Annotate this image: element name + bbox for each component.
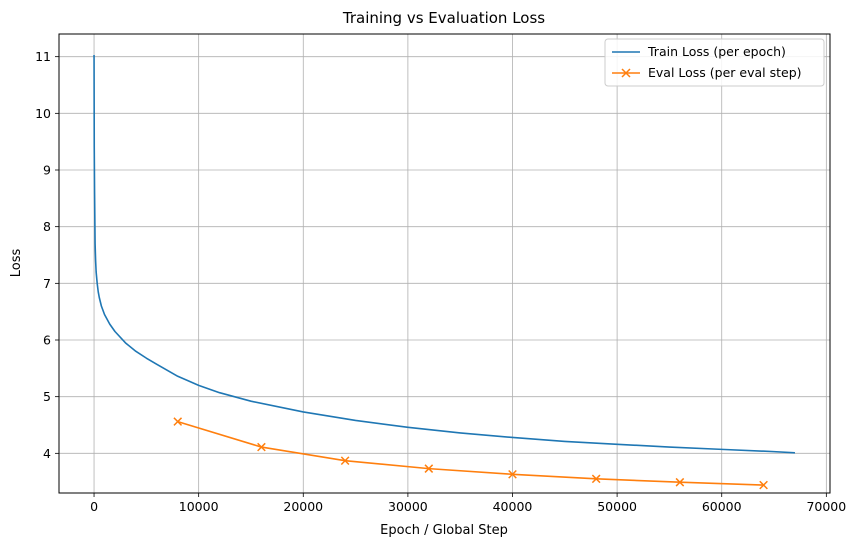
x-axis-label: Epoch / Global Step (380, 523, 508, 538)
series-1-point (675, 477, 685, 487)
series-1-point (591, 474, 601, 484)
x-tick-label: 20000 (283, 499, 323, 514)
y-tick-label: 10 (35, 106, 51, 121)
x-tick-label: 40000 (493, 499, 533, 514)
series-layer (93, 54, 795, 490)
legend-box (604, 38, 825, 87)
series-1-point (424, 464, 434, 473)
series-line-0 (93, 54, 795, 454)
y-tick-label: 8 (43, 219, 51, 234)
y-tick-label: 11 (35, 49, 51, 64)
series-1-point (257, 442, 266, 452)
legend-label-train: Train Loss (per epoch) (647, 44, 786, 59)
legend-label-eval: Eval Loss (per eval step) (648, 65, 802, 80)
x-tick-label: 30000 (388, 499, 428, 514)
x-tick-label: 10000 (179, 499, 219, 514)
legend: Train Loss (per epoch) Eval Loss (per ev… (604, 38, 825, 87)
y-tick-label: 4 (43, 446, 51, 461)
x-tick-label: 50000 (597, 499, 637, 514)
legend-marker-eval (621, 68, 631, 78)
series-1-point (759, 480, 768, 490)
series-1-point (173, 417, 183, 426)
y-tick-label: 7 (43, 276, 51, 291)
plot-frame (58, 33, 831, 494)
x-tick-label: 0 (90, 499, 98, 514)
y-tick-label: 6 (43, 333, 51, 348)
chart-title: Training vs Evaluation Loss (342, 9, 545, 27)
tick-layer: 0 10000 20000 30000 40000 50000 60000 70000 4 5 6 7… (35, 49, 846, 514)
grid-layer (59, 34, 830, 493)
series-1-point (508, 469, 517, 479)
series-1-point (340, 456, 350, 466)
y-axis-label: Loss (9, 249, 24, 278)
y-tick-label: 5 (43, 389, 51, 404)
x-tick-label: 70000 (806, 499, 846, 514)
series-line-1 (177, 420, 764, 486)
x-tick-label: 60000 (702, 499, 742, 514)
y-tick-label: 9 (43, 163, 51, 178)
